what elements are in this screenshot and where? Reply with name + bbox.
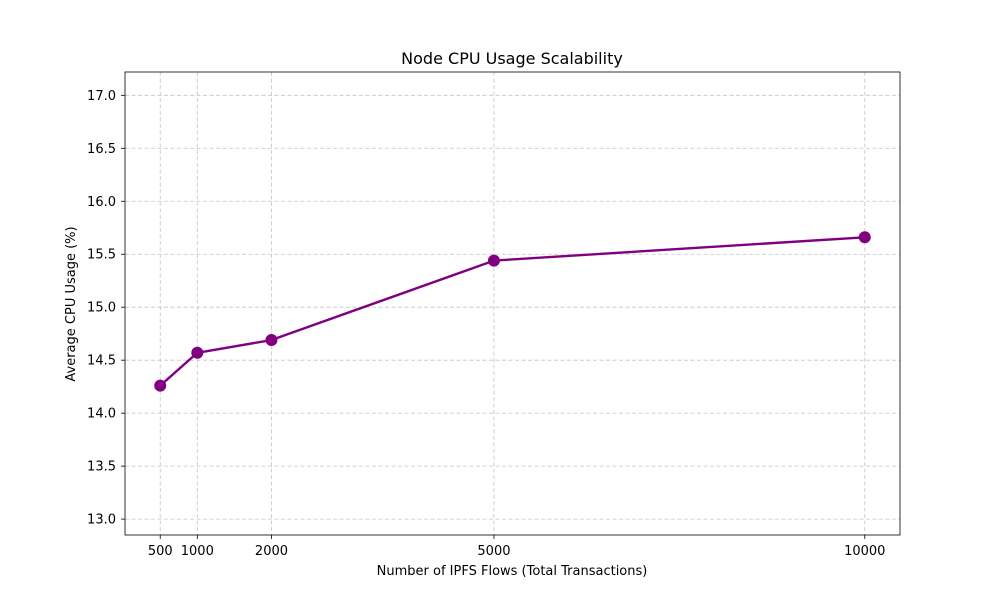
x-tick-label: 500 <box>148 544 173 559</box>
x-tick-label: 5000 <box>477 544 510 559</box>
data-series <box>154 231 871 392</box>
axes: 500 1000 2000 5000 10000 13.0 13.5 14.0 14.5 15.0… <box>87 71 901 559</box>
x-tick-label: 2000 <box>255 544 288 559</box>
grid-lines <box>125 72 900 535</box>
y-tick-label: 13.0 <box>87 513 116 528</box>
y-tick-label: 13.5 <box>87 460 116 475</box>
data-point-marker <box>487 254 500 267</box>
y-tick-label: 16.0 <box>87 195 116 210</box>
y-tick-label: 14.0 <box>87 407 116 422</box>
data-point-marker <box>191 346 204 359</box>
y-tick-label: 15.5 <box>87 248 116 263</box>
y-axis-label: Average CPU Usage (%) <box>64 226 79 381</box>
y-tick-label: 17.0 <box>87 89 116 104</box>
data-point-marker <box>265 334 278 347</box>
y-tick-label: 15.0 <box>87 301 116 316</box>
chart-title: Node CPU Usage Scalability <box>401 49 623 68</box>
data-point-marker <box>858 231 871 244</box>
data-point-marker <box>154 379 167 392</box>
x-axis-label: Number of IPFS Flows (Total Transactions… <box>377 564 648 579</box>
plot-frame <box>124 71 901 536</box>
series-line <box>159 236 866 387</box>
x-tick-label: 10000 <box>844 544 885 559</box>
y-tick-label: 16.5 <box>87 142 116 157</box>
y-tick-label: 14.5 <box>87 354 116 369</box>
x-tick-label: 1000 <box>181 544 214 559</box>
